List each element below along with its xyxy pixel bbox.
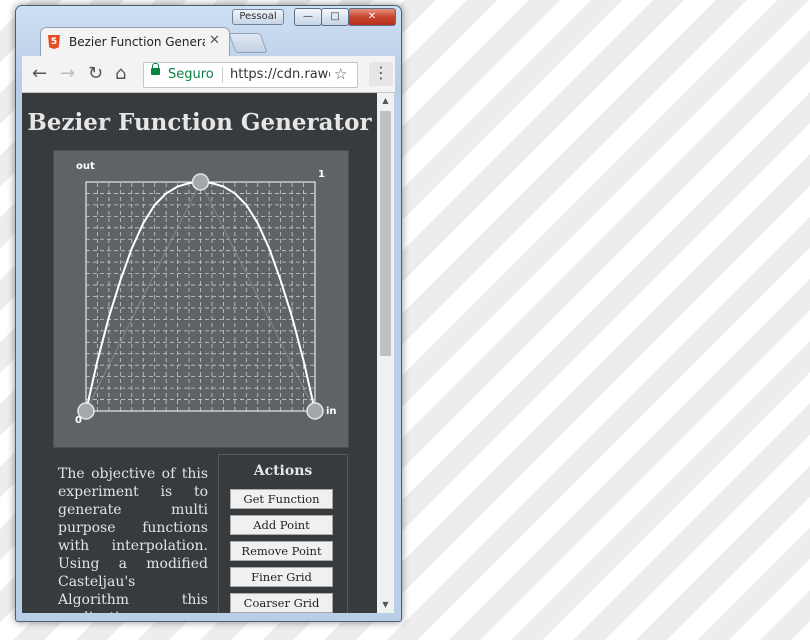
control-point[interactable] [306, 402, 324, 420]
browser-toolbar: ← → ↻ ⌂ Seguro https://cdn.rawgit.com ☆ … [22, 56, 395, 93]
bezier-chart-svg[interactable]: out 1 in 0 [54, 151, 348, 447]
forward-icon[interactable]: → [60, 63, 76, 84]
add-point-button[interactable]: Add Point [230, 515, 333, 535]
divider [222, 67, 223, 83]
scrollbar-thumb[interactable] [380, 111, 391, 356]
profile-button[interactable]: Pessoal [232, 9, 284, 25]
address-bar[interactable]: Seguro https://cdn.rawgit.com ☆ [143, 62, 358, 88]
scroll-up-icon[interactable]: ▲ [382, 96, 389, 105]
maximize-button[interactable]: □ [321, 8, 349, 26]
remove-point-button[interactable]: Remove Point [230, 541, 333, 561]
vertical-scrollbar[interactable]: ▲ ▼ [377, 93, 394, 613]
axis-max-label: 1 [318, 169, 325, 180]
finer-grid-button[interactable]: Finer Grid [230, 567, 333, 587]
actions-panel: Actions Get Function Add Point Remove Po… [218, 454, 348, 613]
reload-icon[interactable]: ↻ [88, 63, 104, 84]
browser-tab[interactable]: 5 Bezier Function Generator ✕ [40, 27, 230, 58]
page-viewport: Bezier Function Generator out 1 in 0 The ob… [22, 93, 377, 613]
page-title: Bezier Function Generator [27, 109, 372, 136]
back-icon[interactable]: ← [32, 63, 48, 84]
browser-window: Pessoal — □ ✕ 5 Bezier Function Generato… [15, 5, 402, 622]
html5-icon: 5 [48, 35, 60, 49]
description-text: The objective of this experiment is to g… [58, 466, 208, 613]
home-icon[interactable]: ⌂ [115, 63, 127, 84]
get-function-button[interactable]: Get Function [230, 489, 333, 509]
axis-origin-label: 0 [75, 415, 82, 426]
bezier-chart[interactable]: out 1 in 0 [53, 150, 349, 448]
actions-title: Actions [253, 463, 313, 479]
scroll-down-icon[interactable]: ▼ [382, 600, 389, 609]
browser-menu-icon[interactable]: ⋮ [369, 62, 393, 86]
secure-label: Seguro [168, 67, 214, 82]
minimize-button[interactable]: — [294, 8, 322, 26]
tab-title: Bezier Function Generator [69, 35, 205, 49]
control-point[interactable] [191, 173, 210, 191]
url-text[interactable]: https://cdn.rawgit.com [230, 67, 330, 82]
axis-label-out: out [76, 161, 95, 172]
tab-close-icon[interactable]: ✕ [209, 33, 220, 48]
coarser-grid-button[interactable]: Coarser Grid [230, 593, 333, 613]
close-window-button[interactable]: ✕ [348, 8, 396, 26]
axis-label-in: in [326, 406, 337, 417]
control-point[interactable] [77, 402, 95, 420]
new-tab-button[interactable] [228, 33, 268, 53]
lock-icon [151, 63, 160, 75]
bookmark-star-icon[interactable]: ☆ [334, 65, 348, 83]
